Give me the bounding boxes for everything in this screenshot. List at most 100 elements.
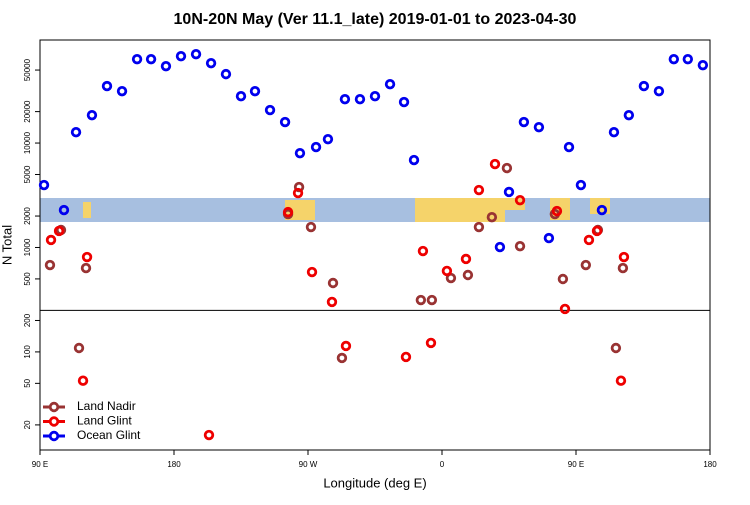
point [415, 294, 427, 306]
point [305, 221, 317, 233]
point [70, 127, 82, 138]
y-tick-label: 10000 [23, 131, 32, 154]
point [220, 68, 232, 80]
point [80, 262, 92, 274]
point [417, 245, 429, 257]
point [617, 262, 629, 274]
x-axis-label: Longitude (deg E) [323, 475, 426, 490]
y-tick-label: 500 [23, 272, 32, 286]
point [473, 184, 485, 196]
y-tick-label: 50000 [23, 58, 32, 81]
legend-marker [48, 401, 60, 413]
point [175, 50, 187, 62]
point [203, 429, 215, 441]
x-tick-label: 180 [167, 460, 181, 469]
point [398, 96, 410, 108]
chart-title: 10N-20N May (Ver 11.1_late) 2019-01-01 t… [174, 11, 577, 28]
point [44, 259, 56, 271]
point [426, 294, 438, 306]
legend-label: Land Nadir [77, 399, 136, 413]
point [503, 186, 515, 198]
point [501, 162, 513, 174]
point [340, 340, 352, 352]
point [77, 375, 89, 386]
y-tick-label: 200 [23, 313, 32, 327]
point [310, 141, 322, 153]
point [384, 79, 396, 90]
point [668, 53, 680, 65]
point [294, 147, 306, 159]
x-tick-label: 0 [440, 460, 445, 469]
point [591, 225, 603, 237]
point [116, 85, 128, 97]
y-tick-label: 2000 [23, 207, 32, 225]
x-tick-label: 180 [703, 460, 717, 469]
point [441, 265, 453, 277]
point [518, 116, 530, 128]
point [326, 296, 338, 308]
point [86, 109, 98, 121]
point [460, 253, 472, 265]
point [292, 187, 304, 199]
point [486, 211, 498, 223]
point [322, 133, 334, 145]
point [160, 60, 172, 72]
point [608, 127, 620, 138]
point [81, 251, 93, 263]
point [327, 277, 339, 289]
point [369, 90, 381, 102]
point [425, 337, 437, 349]
point [58, 204, 70, 216]
point [563, 141, 575, 153]
x-tick-label: 90 E [568, 460, 584, 469]
point [473, 221, 485, 233]
point [205, 57, 217, 69]
point [514, 240, 526, 252]
x-tick-label: 90 W [299, 460, 318, 469]
land [83, 202, 91, 218]
point [38, 179, 50, 191]
point [235, 90, 247, 102]
point [615, 375, 627, 386]
point [494, 241, 506, 253]
y-axis-label: N Total [0, 225, 14, 265]
point [489, 158, 501, 170]
point [580, 259, 592, 271]
plot-frame [39, 39, 711, 451]
point [336, 352, 348, 364]
point [514, 194, 526, 206]
point [264, 104, 276, 116]
point [293, 181, 305, 193]
legend-label: Ocean Glint [77, 428, 141, 442]
point [400, 351, 412, 363]
point [282, 206, 294, 218]
point [533, 121, 545, 133]
point [354, 93, 366, 105]
map-strip [40, 198, 710, 222]
point [131, 53, 143, 65]
point [45, 234, 57, 246]
point [543, 232, 555, 244]
point [559, 303, 571, 315]
y-tick-label: 20000 [23, 100, 32, 123]
point [551, 205, 563, 217]
point [623, 109, 635, 121]
point [279, 116, 291, 128]
point [557, 273, 569, 285]
point [697, 59, 709, 71]
point [575, 179, 587, 191]
land [505, 198, 525, 210]
point [596, 204, 608, 216]
point [462, 269, 474, 281]
point [190, 48, 202, 60]
point [249, 85, 261, 97]
point [610, 342, 622, 354]
y-tick-label: 5000 [23, 165, 32, 183]
x-tick-label: 90 E [32, 460, 48, 469]
legend-marker [48, 416, 60, 427]
point [638, 80, 650, 92]
land [415, 198, 505, 222]
point [306, 266, 318, 278]
legend-marker [48, 430, 60, 442]
